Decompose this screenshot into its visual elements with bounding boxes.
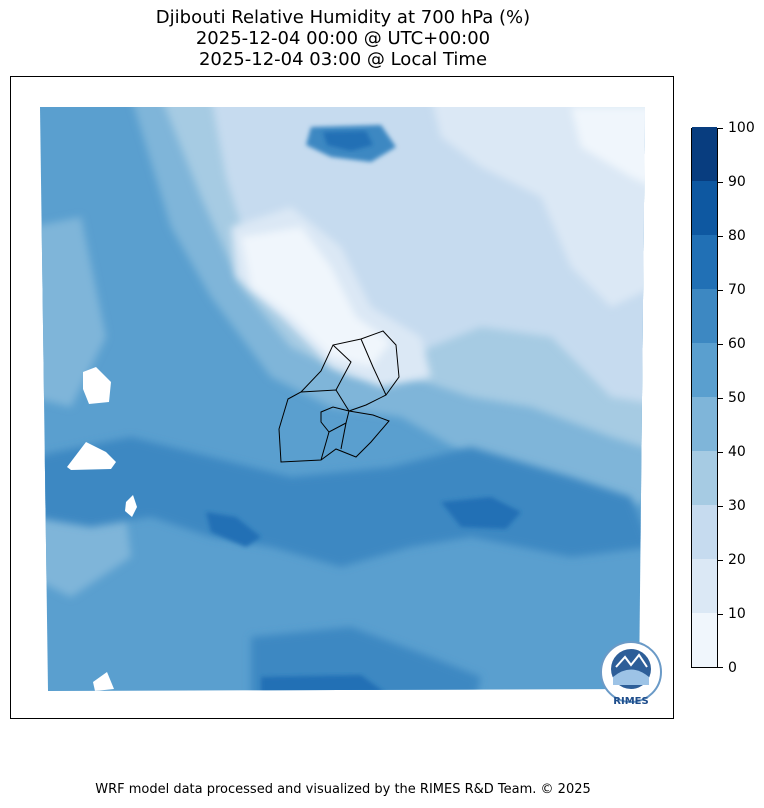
- colorbar-segment-10-20: [692, 558, 717, 613]
- missing-data-patch: [67, 442, 116, 470]
- colorbar-tick-mark: [718, 290, 723, 291]
- missing-data-patch: [83, 367, 111, 404]
- missing-data-patch: [125, 495, 137, 517]
- colorbar-tick-mark: [718, 128, 723, 129]
- missing-data-patch: [93, 672, 114, 691]
- title-line-3: 2025-12-04 03:00 @ Local Time: [198, 49, 488, 70]
- colorbar-tick-label: 60: [728, 336, 746, 352]
- map-frame: RIMES: [10, 76, 674, 719]
- title-line-1: Djibouti Relative Humidity at 700 hPa (%…: [155, 7, 531, 28]
- chart-title: Djibouti Relative Humidity at 700 hPa (%…: [0, 7, 686, 70]
- colorbar-tick-label: 90: [728, 174, 746, 190]
- colorbar-tick-mark: [718, 667, 723, 668]
- colorbar-segment-80-90: [692, 180, 717, 235]
- colorbar-tick-mark: [718, 182, 723, 183]
- humidity-zone-70-80-east: [441, 497, 521, 529]
- colorbar-segment-0-10: [692, 612, 717, 667]
- colorbar-tick-mark: [718, 614, 723, 615]
- colorbar-segment-90-100: [692, 126, 717, 181]
- colorbar-tick-label: 20: [728, 552, 746, 568]
- colorbar-segment-60-70: [692, 288, 717, 343]
- colorbar-tick-label: 50: [728, 390, 746, 406]
- colorbar-segment-70-80: [692, 234, 717, 289]
- humidity-zone-70-80-bottom: [261, 675, 391, 691]
- title-line-2: 2025-12-04 00:00 @ UTC+00:00: [195, 28, 491, 49]
- colorbar-segment-30-40: [692, 450, 717, 505]
- footer-credit: WRF model data processed and visualized …: [95, 782, 591, 797]
- colorbar-tick-label: 100: [728, 120, 755, 136]
- humidity-zone-70-80-west: [206, 512, 261, 547]
- humidity-field: [40, 107, 645, 691]
- colorbar-tick-label: 30: [728, 498, 746, 514]
- djibouti-borders: [278, 330, 400, 463]
- colorbar-tick-label: 80: [728, 228, 746, 244]
- colorbar-segment-50-60: [692, 342, 717, 397]
- colorbar-tick-mark: [718, 452, 723, 453]
- colorbar-tick-mark: [718, 236, 723, 237]
- colorbar: [691, 126, 718, 668]
- colorbar-segment-40-50: [692, 396, 717, 451]
- colorbar-tick-label: 40: [728, 444, 746, 460]
- rimes-logo: RIMES: [600, 641, 662, 707]
- colorbar-tick-label: 0: [728, 660, 737, 676]
- humidity-map: RIMES: [40, 107, 662, 707]
- colorbar-tick-label: 70: [728, 282, 746, 298]
- colorbar-tick-mark: [718, 344, 723, 345]
- logo-text: RIMES: [613, 696, 648, 707]
- humidity-zone-0-10: [241, 107, 645, 367]
- colorbar-segment-20-30: [692, 504, 717, 559]
- colorbar-tick-label: 10: [728, 606, 746, 622]
- colorbar-tick-mark: [718, 506, 723, 507]
- colorbar-tick-mark: [718, 560, 723, 561]
- humidity-zone-70-80-north: [323, 131, 373, 151]
- colorbar-tick-mark: [718, 398, 723, 399]
- humidity-zone-60-70-bottom: [251, 627, 481, 691]
- humidity-zone-60-70-south: [40, 437, 645, 567]
